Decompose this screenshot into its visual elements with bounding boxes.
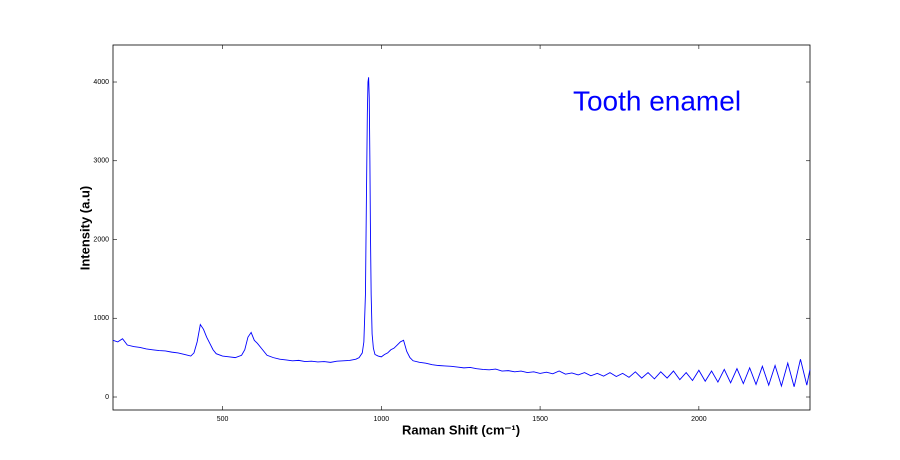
x-axis-label: Raman Shift (cm⁻¹): [402, 422, 520, 437]
y-axis-label: Intensity (a.u): [77, 186, 92, 271]
y-tick-label: 0: [105, 394, 109, 401]
y-tick-label: 3000: [93, 158, 109, 165]
y-tick-label: 1000: [93, 315, 109, 322]
x-tick-label: 500: [217, 416, 229, 423]
annotation: Tooth enamel: [573, 85, 741, 116]
y-tick-label: 2000: [93, 236, 109, 243]
x-tick-label: 1000: [374, 416, 390, 423]
x-tick-label: 1500: [532, 416, 548, 423]
x-tick-label: 2000: [691, 416, 707, 423]
spectrum-line: [112, 77, 811, 388]
y-tick-label: 4000: [93, 79, 109, 86]
plot-frame: [112, 44, 811, 411]
